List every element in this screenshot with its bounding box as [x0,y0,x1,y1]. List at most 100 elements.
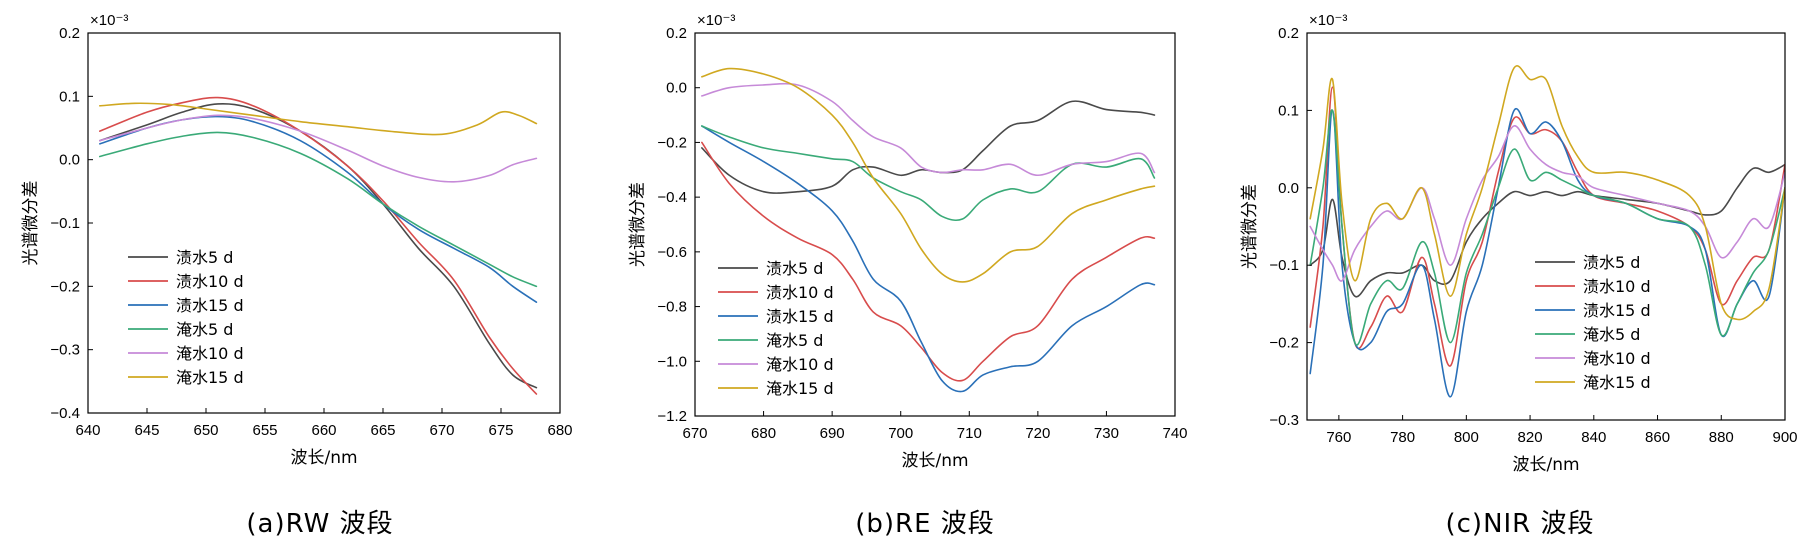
series-line-5 [701,82,1156,177]
chart-panel-1: 640 645 650 655 660 665 670 675 680 −0.4 −0.3 −0.2 −… [21,12,573,539]
series-line-5 [99,114,538,183]
series-line-2 [1309,86,1785,367]
series-line-6 [701,67,1156,283]
legend-label: 渍水15 d [1583,301,1651,320]
y-tick-label: −1.0 [657,353,687,370]
x-tick-label: 650 [193,422,218,439]
legend-label: 淹水10 d [1583,349,1651,368]
series-line-4 [1309,109,1785,346]
series-line-1 [99,103,538,389]
legend-label: 淹水15 d [176,368,244,387]
x-axis-title: 波长/nm [901,451,968,471]
y-tick-label: −0.6 [657,244,687,261]
y-tick-label: −0.4 [657,189,687,206]
x-tick-label: 700 [888,425,913,442]
y-multiplier-label: ×10⁻³ [697,12,735,29]
y-tick-label: −0.2 [50,278,80,295]
series-group [1309,65,1785,398]
x-tick-label: 880 [1709,429,1734,446]
x-tick-label: 655 [252,422,277,439]
legend: 渍水5 d 渍水10 d 渍水15 d 淹水5 d 淹水10 d 淹水15 d [718,259,834,398]
legend-label: 渍水10 d [1583,277,1651,296]
x-tick-label: 660 [311,422,336,439]
y-axis-title: 光谱微分差 [21,181,41,266]
y-tick-label: 0.1 [1278,102,1299,119]
x-tick-label: 900 [1772,429,1797,446]
x-tick-label: 740 [1162,425,1187,442]
y-tick-label: −0.1 [50,215,80,232]
series-line-6 [1309,65,1785,321]
legend-label: 渍水5 d [1583,253,1640,272]
legend: 渍水5 d 渍水10 d 渍水15 d 淹水5 d 淹水10 d 淹水15 d [128,248,244,387]
y-tick-label: −0.3 [50,342,80,359]
y-tick-label: 0.0 [59,152,80,169]
series-line-6 [99,102,538,136]
legend: 渍水5 d 渍水10 d 渍水15 d 淹水5 d 淹水10 d 淹水15 d [1535,253,1651,392]
series-group [701,67,1156,393]
series-line-1 [701,100,1156,194]
panel-caption: (a)RW 波段 [246,509,393,539]
legend-label: 淹水5 d [766,331,823,350]
x-axis-title: 波长/nm [290,448,357,468]
y-tick-label: 0.2 [666,25,687,42]
x-tick-label: 680 [751,425,776,442]
legend-label: 淹水15 d [1583,373,1651,392]
series-line-2 [701,141,1156,382]
y-axis-title: 光谱微分差 [1240,184,1260,269]
x-tick-label: 800 [1454,429,1479,446]
legend-label: 渍水5 d [766,259,823,278]
y-axis-title: 光谱微分差 [628,182,648,267]
y-tick-label: 0.0 [1278,180,1299,197]
series-line-1 [1309,163,1785,298]
panel-caption: (b)RE 波段 [855,509,995,539]
x-tick-label: 780 [1390,429,1415,446]
legend-label: 渍水10 d [766,283,834,302]
legend-label: 渍水5 d [176,248,233,267]
y-tick-label: −0.3 [1269,412,1299,429]
series-line-3 [1309,107,1785,398]
y-tick-label: −0.8 [657,299,687,316]
legend-label: 淹水10 d [766,355,834,374]
x-tick-label: 675 [488,422,513,439]
plot-frame [694,32,1176,417]
x-tick-label: 720 [1025,425,1050,442]
y-multiplier-label: ×10⁻³ [90,12,128,29]
y-tick-label: −0.4 [50,405,80,422]
series-line-2 [99,96,538,395]
x-tick-label: 710 [957,425,982,442]
y-tick-label: −0.2 [657,134,687,151]
x-tick-label: 860 [1645,429,1670,446]
x-tick-label: 670 [682,425,707,442]
x-tick-label: 690 [820,425,845,442]
panel-caption: (c)NIR 波段 [1445,509,1594,539]
y-tick-label: −1.2 [657,408,687,425]
legend-label: 淹水5 d [176,320,233,339]
x-axis-title: 波长/nm [1512,455,1579,475]
legend-label: 淹水5 d [1583,325,1640,344]
series-line-3 [701,125,1156,393]
x-tick-label: 730 [1094,425,1119,442]
y-tick-label: −0.2 [1269,335,1299,352]
legend-label: 渍水10 d [176,272,244,291]
chart-panel-3: 760 780 800 820 840 860 880 900 −0.3 −0.2 −0.1 0.0 0… [1240,12,1798,539]
series-line-4 [99,131,538,288]
legend-label: 淹水10 d [176,344,244,363]
x-tick-label: 840 [1581,429,1606,446]
legend-label: 淹水15 d [766,379,834,398]
y-tick-label: 0.1 [59,88,80,105]
y-tick-label: 0.2 [59,25,80,42]
x-tick-label: 680 [547,422,572,439]
y-multiplier-label: ×10⁻³ [1309,12,1347,29]
plot-frame [1306,32,1786,421]
legend-label: 渍水15 d [176,296,244,315]
x-tick-label: 665 [370,422,395,439]
x-tick-label: 640 [75,422,100,439]
x-tick-label: 645 [134,422,159,439]
series-group [99,96,538,395]
x-tick-label: 670 [429,422,454,439]
series-line-5 [1309,125,1785,282]
y-tick-label: 0.2 [1278,25,1299,42]
x-tick-label: 760 [1326,429,1351,446]
legend-label: 渍水15 d [766,307,834,326]
